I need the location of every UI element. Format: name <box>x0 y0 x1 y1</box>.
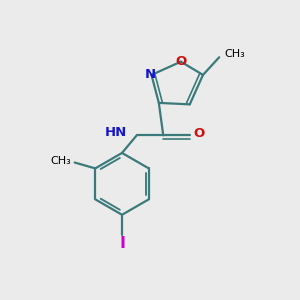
Text: N: N <box>144 68 156 81</box>
Text: CH₃: CH₃ <box>224 49 245 59</box>
Text: CH₃: CH₃ <box>50 156 71 166</box>
Text: O: O <box>175 55 187 68</box>
Text: O: O <box>193 127 204 140</box>
Text: I: I <box>119 236 125 251</box>
Text: HN: HN <box>105 126 127 139</box>
